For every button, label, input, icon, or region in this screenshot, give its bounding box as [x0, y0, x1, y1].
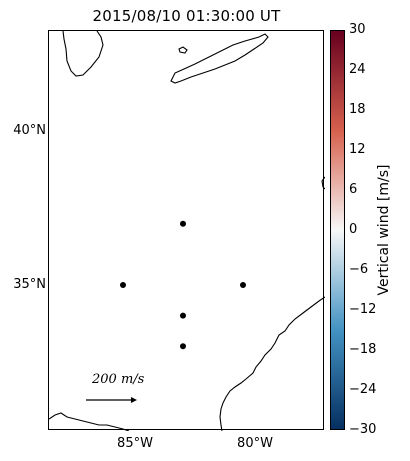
lake-michigan-outline: [62, 31, 104, 77]
plot-title: 2015/08/10 01:30:00 UT: [92, 7, 281, 25]
colorbar-tick-label: 24: [349, 62, 366, 77]
lon-label-85: 85°W: [117, 436, 153, 451]
station-marker: [240, 282, 246, 288]
atlantic-coastline: [219, 296, 325, 431]
stations-layer: [120, 220, 246, 350]
colorbar-tick-label: −18: [349, 342, 377, 357]
lon-label-80: 80°W: [237, 436, 273, 451]
station-marker: [120, 282, 126, 288]
colorbar-tick-label: 0: [349, 222, 358, 237]
colorbar: [330, 30, 345, 430]
colorbar-tick-label: 30: [349, 22, 366, 37]
colorbar-tick-label: 12: [349, 142, 366, 157]
scale-arrow-label: 200 m/s: [92, 372, 145, 387]
colorbar-tick-label: −6: [349, 262, 369, 277]
station-marker: [180, 312, 186, 319]
colorbar-tick-label: −30: [349, 422, 377, 437]
scale-arrow: [86, 397, 137, 403]
gulf-coastline: [49, 412, 130, 431]
chesapeake-coast: [321, 176, 325, 190]
colorbar-label: Vertical wind [m/s]: [376, 164, 392, 296]
colorbar-tick-label: 18: [349, 102, 366, 117]
lake-shore-small: [178, 46, 188, 54]
colorbar-tick-label: −24: [349, 382, 377, 397]
colorbar-tick-label: −12: [349, 302, 377, 317]
station-marker: [180, 220, 186, 227]
station-marker: [180, 343, 186, 350]
map-panel: [48, 30, 325, 431]
lat-label-40: 40°N: [13, 123, 46, 138]
lat-label-35: 35°N: [13, 277, 46, 292]
lake-erie-outline: [170, 33, 269, 84]
colorbar-tick-label: 6: [349, 182, 358, 197]
map-canvas: [49, 31, 325, 431]
